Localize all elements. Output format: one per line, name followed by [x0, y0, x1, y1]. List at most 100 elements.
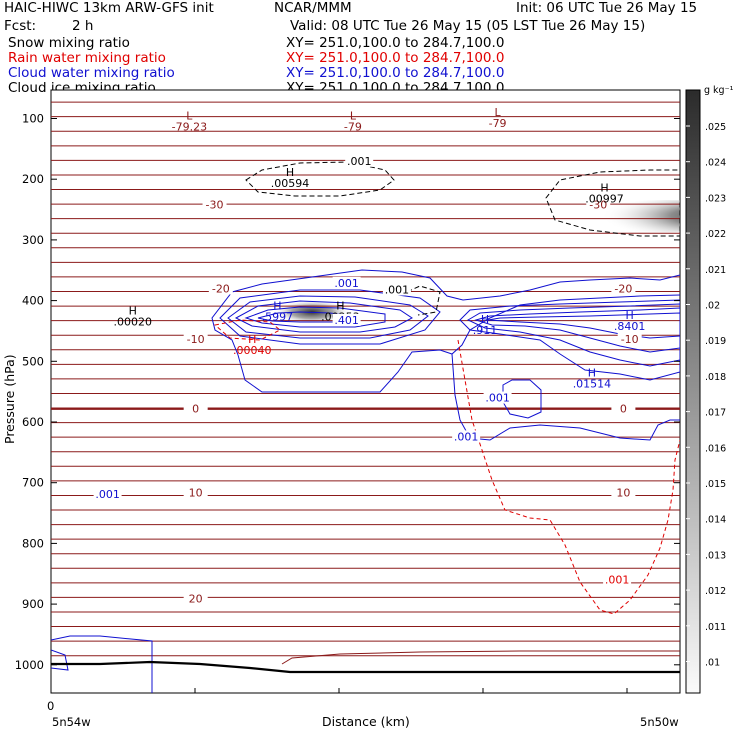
contour-label-bg	[93, 488, 122, 501]
contour-value-label: .001	[334, 277, 359, 290]
x-axis-title: Distance (km)	[322, 714, 410, 729]
temperature-label: 0	[192, 403, 199, 416]
colorbar-tick-label: .014	[705, 515, 726, 526]
x-left-label: 5n54w	[52, 715, 91, 729]
cloud-water-small-cell	[502, 379, 542, 419]
contour-label-bg	[345, 154, 374, 167]
forecast-label: Fcst:	[4, 18, 37, 34]
rain-water-left	[213, 319, 281, 341]
y-tick-label: 600	[22, 415, 44, 429]
terrain-line	[51, 660, 680, 674]
temperature-label: -20	[614, 282, 632, 295]
contour-label-bg	[452, 430, 481, 443]
temp-label-bg	[611, 281, 636, 295]
colorbar-tick-label: .015	[705, 479, 726, 490]
extremum-letter: L	[186, 110, 193, 123]
contour-value-label: .001	[95, 488, 120, 501]
temperature-label: 10	[189, 486, 203, 499]
y-axis-title: Pressure (hPa)	[2, 354, 17, 444]
temperature-label: -20	[212, 282, 230, 295]
contour-value-label: .001	[385, 283, 410, 296]
y-tick-label: 800	[22, 536, 44, 550]
colorbar-tick-label: .012	[705, 586, 726, 597]
colorbar-tick-label: .019	[705, 336, 726, 347]
contour-label-bg	[382, 283, 411, 296]
temp-label-bg	[208, 281, 233, 295]
snow-contours	[245, 161, 680, 316]
cloud-water-contour-right-3	[474, 307, 680, 353]
temperature-label: 20	[189, 593, 203, 606]
contour-value-label: .001	[347, 155, 372, 168]
field-xy-rain: XY= 251.0,100.0 to 284.7,100.0	[286, 50, 505, 66]
cloud-water-contour-5	[244, 306, 386, 328]
field-name-snow: Snow mixing ratio	[8, 35, 130, 51]
temperature-label: 10	[616, 486, 630, 499]
y-tick-label: 700	[22, 476, 44, 490]
colorbar-tick-label: .021	[705, 265, 726, 276]
colorbar-tick-label: .018	[705, 372, 726, 383]
colorbar-tick-label: .016	[705, 443, 726, 454]
contour-label-bg	[483, 391, 512, 404]
temp-label-bg	[183, 591, 208, 605]
extremum-letter: H	[588, 366, 596, 379]
temperature-label: -30	[206, 199, 224, 212]
extremum-value: .5997	[262, 311, 294, 324]
extremum-value: .01514	[573, 377, 612, 390]
cloud-water-contour-3	[227, 295, 429, 339]
valid-time: Valid: 08 UTC Tue 26 May 15 (05 LST Tue …	[290, 18, 646, 34]
extremum-letter: H	[129, 305, 137, 318]
extremum-letter: H	[481, 313, 489, 326]
distance-axis	[50, 688, 628, 693]
extremum-letter: H	[626, 309, 634, 322]
contour-value-label: .001	[605, 574, 630, 587]
colorbar-tick-label: .013	[705, 550, 726, 561]
colorbar-gradient	[685, 89, 701, 694]
cloud-water-left-lower-2	[51, 649, 69, 671]
contour-value-label: .401	[334, 314, 359, 327]
temp-label-bg	[586, 197, 611, 211]
cloud-water-contour-4	[234, 300, 413, 333]
field-xy-cloud-water: XY= 251.0,100.0 to 284.7,100.0	[286, 65, 505, 81]
colorbar-tick-label: .025	[705, 122, 726, 133]
temperature-label: -10	[621, 333, 639, 346]
field-name-rain: Rain water mixing ratio	[8, 50, 166, 66]
temperature-label: -10	[187, 333, 205, 346]
colorbar-tick-label: .01	[705, 658, 720, 669]
cloud-water-contour-right-4	[487, 312, 680, 339]
x-origin-label: 0	[47, 699, 54, 713]
colorbar-unit: g kg⁻¹	[704, 85, 734, 96]
isotherm-lines	[51, 101, 680, 657]
y-tick-label: 400	[22, 294, 44, 308]
y-tick-label: 200	[22, 172, 44, 186]
extremum-letter: H	[600, 181, 608, 194]
colorbar-tick-label: .011	[705, 622, 726, 633]
cloud-water-outline-top	[211, 269, 680, 356]
contour-label-bg	[332, 313, 361, 326]
temp-label-bg	[617, 331, 642, 345]
field-name-cloud-water: Cloud water mixing ratio	[8, 65, 175, 81]
extremum-value: -79.23	[172, 121, 207, 134]
near-surface-isotherm	[281, 650, 680, 665]
cloud-water-contour-right-1	[459, 299, 680, 381]
extremum-letter: L	[495, 106, 502, 119]
field-xy-snow: XY= 251.0,100.0 to 284.7,100.0	[286, 35, 505, 51]
cloud-water-contour-2	[219, 289, 441, 345]
snow-contour-upper-left	[245, 161, 395, 197]
y-tick-label: 900	[22, 597, 44, 611]
forecast-hours: 2 h	[72, 18, 94, 34]
colorbar-tick-label: .017	[705, 408, 726, 419]
temp-label-bg	[183, 401, 208, 415]
cloud-water-descending	[451, 353, 680, 441]
cloud-water-contour-right-2	[466, 303, 680, 367]
init-time: Init: 06 UTC Tue 26 May 15	[516, 0, 698, 16]
extremum-value: .8401	[614, 320, 646, 333]
colorbar-tick-label: .02	[705, 301, 720, 312]
y-tick-label: 100	[22, 112, 44, 126]
temp-label-bg	[183, 485, 208, 499]
colorbar: g kg⁻¹ .025 .024 .023 .022 .021 .02 .019 .018 .0…	[685, 85, 734, 694]
extremum-letter: H	[286, 166, 294, 179]
colorbar-tick-label: .024	[705, 158, 726, 169]
